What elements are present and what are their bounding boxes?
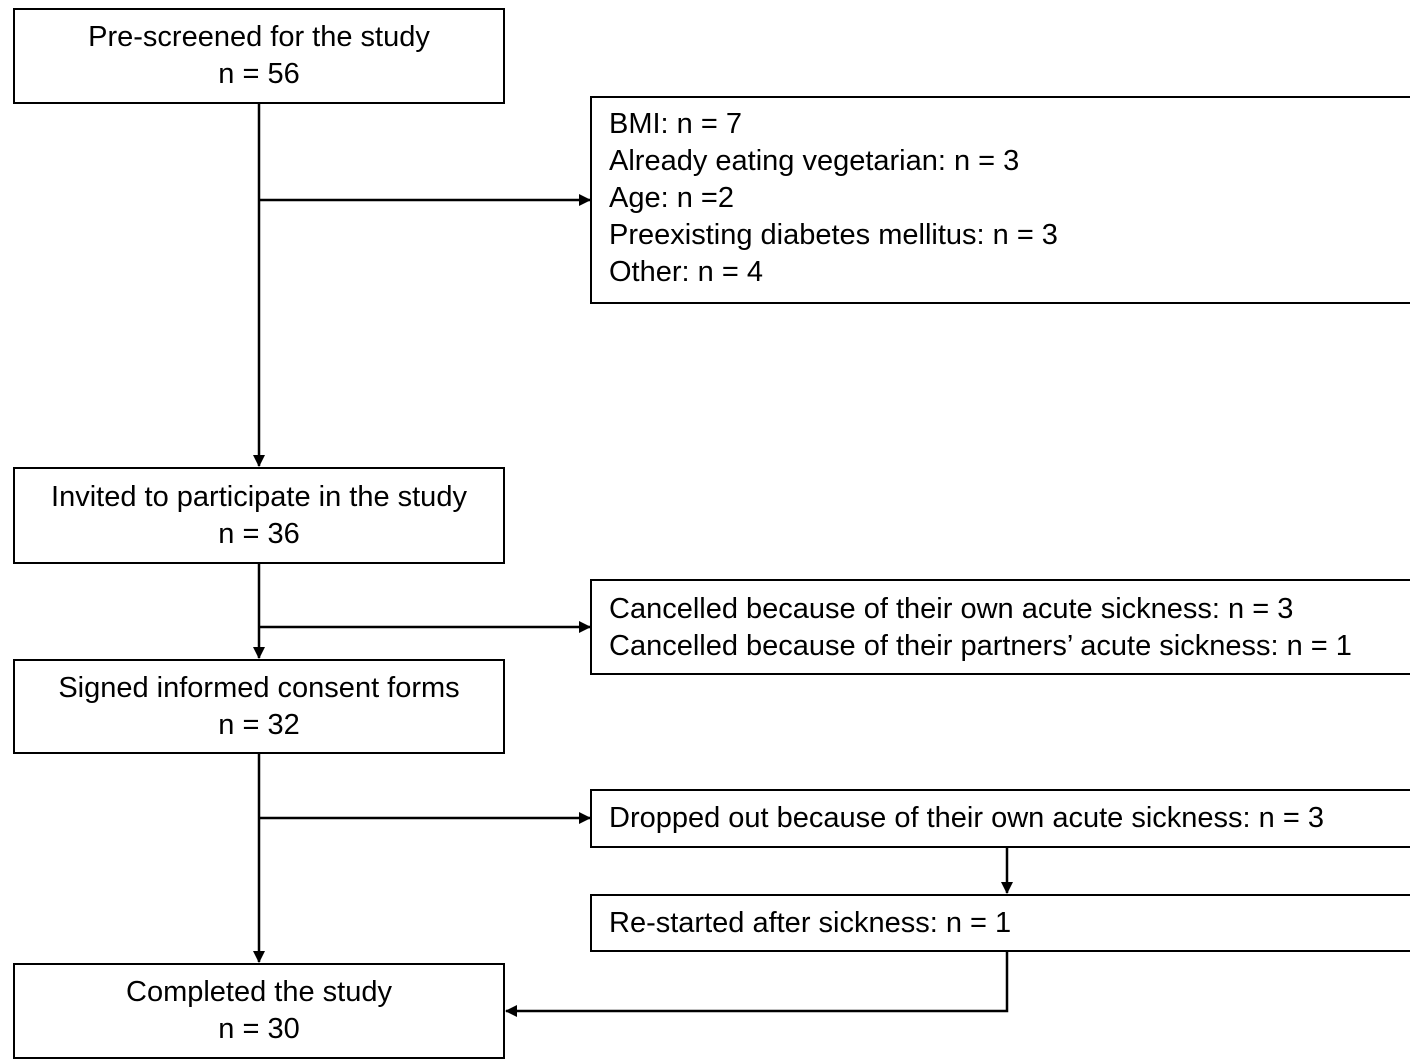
dropped-box: Dropped out because of their own acute s… xyxy=(590,789,1410,848)
invited-count: n = 36 xyxy=(218,517,300,550)
invited-box: Invited to participate in the study n = … xyxy=(13,467,505,564)
completed-box: Completed the study n = 30 xyxy=(13,963,505,1059)
restarted-text: Re-started after sickness: n = 1 xyxy=(609,906,1012,939)
arrow-restarted-to-completed xyxy=(505,951,1009,1017)
exclusion-age: Age: n =2 xyxy=(609,182,734,214)
screening-exclusions-box: BMI: n = 7 Already eating vegetarian: n … xyxy=(590,96,1410,304)
signed-title: Signed informed consent forms xyxy=(58,671,460,704)
prescreened-count: n = 56 xyxy=(218,58,300,90)
prescreened-box: Pre-screened for the study n = 56 xyxy=(13,8,505,104)
cancelled-box: Cancelled because of their own acute sic… xyxy=(590,579,1410,675)
cancelled-partner-sickness: Cancelled because of their partners’ acu… xyxy=(609,630,1352,662)
dropped-text: Dropped out because of their own acute s… xyxy=(609,802,1324,834)
completed-count: n = 30 xyxy=(218,1013,300,1045)
cancelled-own-sickness: Cancelled because of their own acute sic… xyxy=(609,593,1294,625)
prescreened-title: Pre-screened for the study xyxy=(88,21,430,53)
signed-box: Signed informed consent forms n = 32 xyxy=(13,659,505,754)
completed-title: Completed the study xyxy=(126,976,392,1008)
exclusion-bmi: BMI: n = 7 xyxy=(609,108,742,140)
exclusion-vegetarian: Already eating vegetarian: n = 3 xyxy=(609,145,1020,177)
invited-title: Invited to participate in the study xyxy=(51,480,467,513)
exclusion-diabetes: Preexisting diabetes mellitus: n = 3 xyxy=(609,219,1058,251)
restarted-box: Re-started after sickness: n = 1 xyxy=(590,894,1410,952)
exclusion-other: Other: n = 4 xyxy=(609,256,763,288)
signed-count: n = 32 xyxy=(218,708,300,741)
